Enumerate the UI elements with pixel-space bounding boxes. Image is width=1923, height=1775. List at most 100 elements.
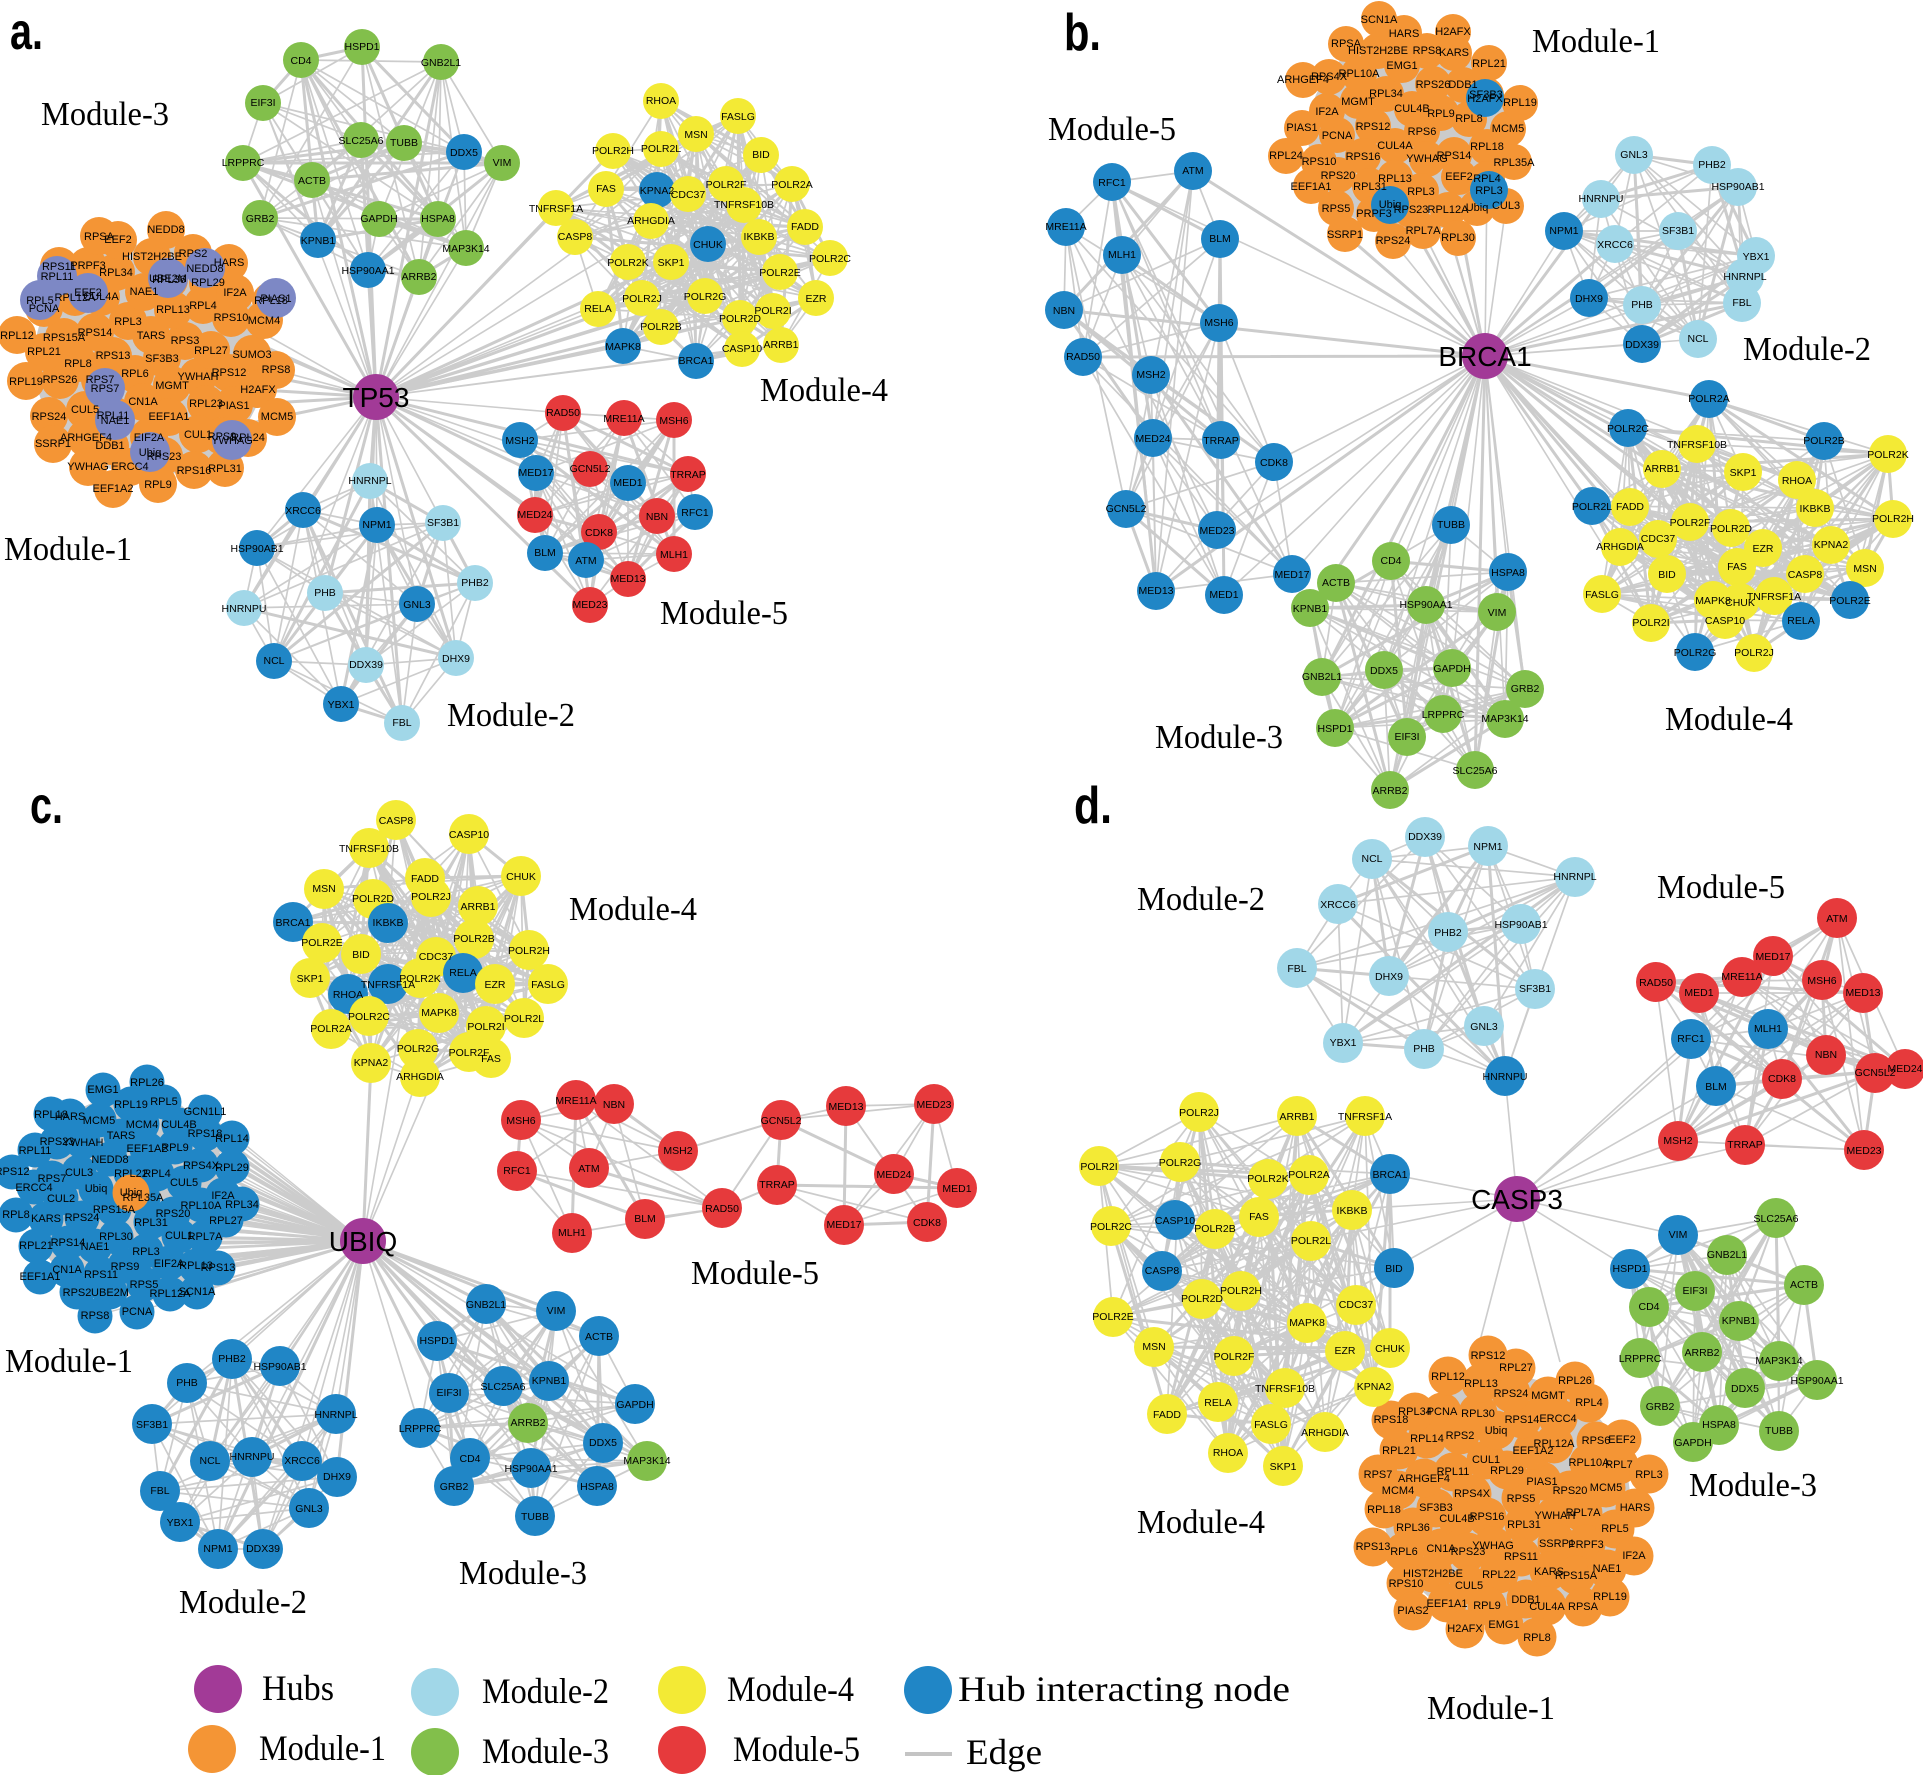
- svg-text:MED17: MED17: [1755, 951, 1790, 963]
- svg-text:RHOA: RHOA: [646, 95, 676, 107]
- svg-text:ATM: ATM: [1182, 165, 1203, 177]
- svg-text:RPL9: RPL9: [1427, 108, 1455, 120]
- svg-text:RPL27: RPL27: [194, 345, 228, 357]
- svg-text:TUBB: TUBB: [390, 137, 418, 149]
- svg-text:PIAS1: PIAS1: [1526, 1476, 1557, 1488]
- svg-text:POLR2F: POLR2F: [1214, 1351, 1255, 1363]
- svg-text:EIF3I: EIF3I: [1394, 731, 1419, 743]
- svg-text:EEF1A2: EEF1A2: [1513, 1445, 1554, 1457]
- svg-text:MED17: MED17: [1274, 569, 1309, 581]
- svg-text:Module-5: Module-5: [1048, 111, 1176, 148]
- svg-text:POLR2J: POLR2J: [1734, 647, 1774, 659]
- svg-text:RPL34: RPL34: [1369, 88, 1403, 100]
- svg-text:Module-2: Module-2: [482, 1671, 609, 1711]
- svg-text:RPS2: RPS2: [63, 1287, 92, 1299]
- svg-text:GNB2L1: GNB2L1: [1707, 1249, 1747, 1261]
- svg-text:POLR2H: POLR2H: [1872, 513, 1914, 525]
- svg-text:PRPF3: PRPF3: [1568, 1539, 1603, 1551]
- svg-text:RPL11: RPL11: [41, 271, 74, 283]
- svg-text:RPL3: RPL3: [1635, 1469, 1663, 1481]
- svg-text:FAS: FAS: [596, 183, 616, 195]
- svg-text:MAP3K14: MAP3K14: [623, 1455, 670, 1467]
- svg-text:MED23: MED23: [572, 599, 607, 611]
- svg-text:ARRB1: ARRB1: [1644, 463, 1679, 475]
- svg-text:KARS: KARS: [1439, 47, 1469, 59]
- svg-text:SSRP1: SSRP1: [1327, 229, 1363, 241]
- svg-text:POLR2J: POLR2J: [1179, 1107, 1219, 1119]
- svg-text:RPL7A: RPL7A: [1566, 1507, 1602, 1519]
- svg-text:RPL36: RPL36: [1396, 1522, 1430, 1534]
- svg-text:CASP10: CASP10: [1155, 1215, 1195, 1227]
- svg-text:BLM: BLM: [634, 1213, 656, 1225]
- svg-text:Edge: Edge: [966, 1732, 1042, 1772]
- svg-text:ARRB2: ARRB2: [401, 271, 436, 283]
- svg-text:HSPD1: HSPD1: [1612, 1263, 1647, 1275]
- svg-text:MRE11A: MRE11A: [603, 413, 644, 425]
- svg-text:HNRNPL: HNRNPL: [348, 475, 391, 487]
- svg-text:CASP10: CASP10: [722, 343, 762, 355]
- svg-text:PIAS2: PIAS2: [1397, 1605, 1428, 1617]
- svg-text:EMG1: EMG1: [87, 1084, 118, 1096]
- svg-text:Module-2: Module-2: [179, 1584, 307, 1621]
- svg-text:RPS11: RPS11: [42, 261, 76, 273]
- svg-text:MCM5: MCM5: [1492, 123, 1524, 135]
- svg-text:RPL5: RPL5: [26, 295, 54, 307]
- svg-text:SSRP1: SSRP1: [1539, 1538, 1575, 1550]
- svg-text:CASP8: CASP8: [1788, 569, 1823, 581]
- svg-text:POLR2C: POLR2C: [1090, 1221, 1132, 1233]
- svg-text:EIF3I: EIF3I: [1682, 1285, 1707, 1297]
- svg-text:HSP90AB1: HSP90AB1: [1494, 919, 1547, 931]
- svg-text:YWHAG: YWHAG: [211, 435, 253, 447]
- svg-text:SKP1: SKP1: [1730, 467, 1757, 479]
- svg-text:NPM1: NPM1: [203, 1543, 232, 1555]
- svg-text:ARRB1: ARRB1: [460, 901, 495, 913]
- svg-text:H2AFX: H2AFX: [240, 384, 276, 396]
- svg-text:RPL12A: RPL12A: [1428, 204, 1470, 216]
- svg-text:HSP90AA1: HSP90AA1: [1790, 1375, 1843, 1387]
- svg-text:DHX9: DHX9: [1575, 293, 1603, 305]
- svg-text:RPL10A: RPL10A: [1569, 1457, 1611, 1469]
- svg-text:ARRB1: ARRB1: [1279, 1111, 1314, 1123]
- svg-text:GAPDH: GAPDH: [360, 213, 397, 225]
- svg-text:PHB2: PHB2: [218, 1353, 246, 1365]
- svg-text:RPS18: RPS18: [1374, 1414, 1409, 1426]
- svg-text:EZR: EZR: [485, 979, 506, 991]
- svg-text:FASLG: FASLG: [1254, 1419, 1288, 1431]
- svg-text:MED1: MED1: [1684, 987, 1713, 999]
- svg-text:CD4: CD4: [1638, 1301, 1659, 1313]
- svg-text:MRE11A: MRE11A: [1721, 971, 1762, 983]
- svg-text:FADD: FADD: [1616, 501, 1644, 513]
- svg-text:ATM: ATM: [578, 1163, 599, 1175]
- svg-text:ARHGDIA: ARHGDIA: [627, 215, 675, 227]
- svg-text:RPS8: RPS8: [1413, 45, 1442, 57]
- svg-text:RPL9: RPL9: [1473, 1600, 1501, 1612]
- svg-text:RPL18: RPL18: [254, 295, 288, 307]
- svg-text:RPS3: RPS3: [171, 335, 200, 347]
- svg-text:KPNA2: KPNA2: [354, 1057, 389, 1069]
- svg-text:MED24: MED24: [1135, 433, 1170, 445]
- svg-text:TRRAP: TRRAP: [759, 1179, 795, 1191]
- svg-text:RPL31: RPL31: [1353, 181, 1387, 193]
- svg-text:TNFRSF1A: TNFRSF1A: [529, 203, 583, 215]
- svg-text:Hub interacting node: Hub interacting node: [958, 1669, 1290, 1709]
- svg-text:Ubiq: Ubiq: [1466, 202, 1489, 214]
- svg-text:RFC1: RFC1: [1098, 177, 1126, 189]
- svg-text:Ubiq: Ubiq: [85, 1183, 108, 1195]
- svg-text:IKBKB: IKBKB: [744, 231, 775, 243]
- svg-text:POLR2F: POLR2F: [1670, 517, 1711, 529]
- svg-text:CUL4B: CUL4B: [161, 1119, 196, 1131]
- svg-text:RPS5: RPS5: [1507, 1493, 1536, 1505]
- svg-text:KPNB1: KPNB1: [301, 235, 336, 247]
- svg-text:CUL5: CUL5: [71, 404, 99, 416]
- svg-text:HARS: HARS: [55, 1111, 86, 1123]
- svg-text:a.: a.: [10, 3, 43, 61]
- svg-text:EZR: EZR: [1335, 1345, 1356, 1357]
- svg-text:MAPK8: MAPK8: [421, 1007, 457, 1019]
- svg-text:POLR2B: POLR2B: [453, 933, 494, 945]
- svg-text:VIM: VIM: [493, 157, 512, 169]
- svg-text:VIM: VIM: [547, 1305, 566, 1317]
- svg-text:RPS20: RPS20: [156, 1208, 191, 1220]
- svg-text:ACTB: ACTB: [1790, 1279, 1818, 1291]
- svg-text:LRPPRC: LRPPRC: [1619, 1353, 1662, 1365]
- svg-text:RPS2: RPS2: [179, 248, 208, 260]
